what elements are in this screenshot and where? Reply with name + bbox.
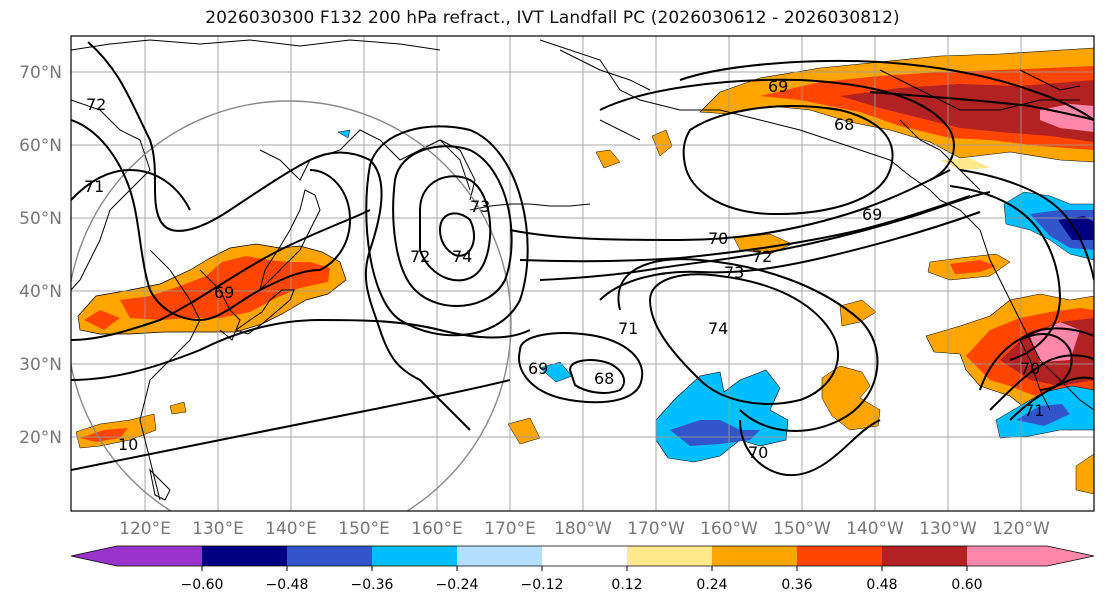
colorbar-segment <box>712 546 797 566</box>
contour-lines <box>71 41 1094 477</box>
map-frame <box>70 35 1095 512</box>
shade-sw-pink <box>1030 322 1080 362</box>
region-circle <box>71 100 512 511</box>
shade-ea-south-red <box>80 428 128 442</box>
colorbar: −0.60 −0.48 −0.36 −0.24 −0.12 0.12 0.24 … <box>70 545 1095 593</box>
colorbar-segment <box>542 546 627 566</box>
lon-label: 160°E <box>411 519 463 539</box>
colorbar-segment <box>457 546 542 566</box>
latitude-axis: 70°N 60°N 50°N 40°N 30°N 20°N <box>19 63 62 448</box>
colorbar-segment <box>372 546 457 566</box>
colorbar-segment <box>967 546 1047 566</box>
colorbar-tick-label: 0.12 <box>611 577 642 593</box>
shade-ea-small-red <box>84 310 120 330</box>
colorbar-tick-label: 0.60 <box>951 577 982 593</box>
colorbar-tick-label: −0.24 <box>436 577 479 593</box>
longitude-axis: 120°E 130°E 140°E 150°E 160°E 170°E 180°… <box>119 519 1050 539</box>
colorbar-tick-label: −0.36 <box>351 577 394 593</box>
colorbar-segment <box>1047 546 1094 566</box>
colorbar-segment <box>117 546 202 566</box>
contour-label: 73 <box>724 263 744 282</box>
lon-label: 160°W <box>700 519 758 539</box>
contour-label: 69 <box>862 205 882 224</box>
colorbar-segment <box>882 546 967 566</box>
shade-na-yellow <box>940 158 990 170</box>
contour-label: 68 <box>834 115 854 134</box>
contour-label: 69 <box>768 77 788 96</box>
shade-small-1 <box>651 129 673 157</box>
shade-cp-blue <box>670 420 760 446</box>
shade-cp-orange-2 <box>839 299 877 327</box>
contour-label: 73 <box>470 197 490 216</box>
colorbar-outline <box>70 545 1095 567</box>
lat-label: 20°N <box>19 428 62 448</box>
map-title: 2026030300 F132 200 hPa refract., IVT La… <box>205 8 900 28</box>
shade-se-blue <box>1016 404 1070 426</box>
colorbar-tick-label: 0.36 <box>781 577 812 593</box>
shade-ea-small <box>169 401 187 415</box>
contour-label: 69 <box>214 283 234 302</box>
gridlines <box>71 36 1094 511</box>
lat-label: 50°N <box>19 209 62 229</box>
lon-label: 120°E <box>119 519 171 539</box>
colorbar-ticks <box>201 566 968 571</box>
shade-nwus-navy <box>1058 216 1094 240</box>
contour-label: 10 <box>118 435 138 454</box>
lon-label: 170°W <box>627 519 685 539</box>
contour-label: 70 <box>748 443 768 462</box>
colorbar-segment <box>797 546 882 566</box>
lat-label: 30°N <box>19 355 62 375</box>
contour-label: 72 <box>410 247 430 266</box>
contour-label: 72 <box>752 247 772 266</box>
colorbar-tick-label: −0.12 <box>521 577 564 593</box>
contour-label: 74 <box>452 247 472 266</box>
lon-label: 150°W <box>773 519 831 539</box>
contour-label-layer: 69 68 69 70 72 73 74 72 73 74 71 72 69 6… <box>84 77 1044 462</box>
contour-label: 71 <box>84 177 104 196</box>
lon-label: 170°E <box>484 519 536 539</box>
colorbar-segment <box>71 546 117 566</box>
colorbar-tick-label: −0.60 <box>181 577 224 593</box>
colorbar-tick-label: 0.24 <box>696 577 727 593</box>
lat-label: 70°N <box>19 63 62 83</box>
contour-label: 70 <box>1020 359 1040 378</box>
contour-label: 70 <box>708 229 728 248</box>
lon-label: 140°E <box>265 519 317 539</box>
shade-small-2 <box>595 149 621 169</box>
contour-label: 68 <box>594 369 614 388</box>
contour-label: 72 <box>86 95 106 114</box>
shade-br-orange <box>1075 453 1094 495</box>
colorbar-segment <box>287 546 372 566</box>
lon-label: 130°E <box>192 519 244 539</box>
lat-label: 60°N <box>19 136 62 156</box>
contour-label: 69 <box>528 359 548 378</box>
lat-label: 40°N <box>19 282 62 302</box>
lon-label: 180°W <box>554 519 612 539</box>
colorbar-segment <box>627 546 712 566</box>
contour-label: 71 <box>618 319 638 338</box>
lon-label: 130°W <box>919 519 977 539</box>
shade-ea-cyan-tiny <box>337 129 351 139</box>
contour-label: 74 <box>708 319 728 338</box>
shade-wc-red <box>950 260 996 274</box>
lon-label: 120°W <box>992 519 1050 539</box>
colorbar-tick-label: 0.48 <box>866 577 897 593</box>
colorbar-tick-label: −0.48 <box>266 577 309 593</box>
lon-label: 140°W <box>846 519 904 539</box>
contour-label: 71 <box>1024 401 1044 420</box>
colorbar-segment <box>202 546 287 566</box>
lon-label: 150°E <box>338 519 390 539</box>
shade-cp-orange-1 <box>821 365 881 431</box>
